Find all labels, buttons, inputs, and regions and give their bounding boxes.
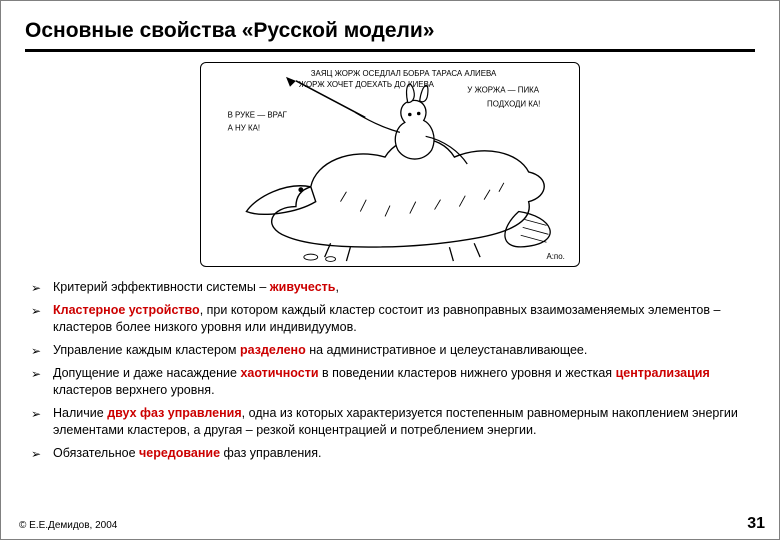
text-run: в поведении кластеров нижнего уровня и ж… — [319, 366, 616, 380]
caption-2: ЖОРЖ ХОЧЕТ ДОЕХАТЬ ДО КИЕВА — [299, 80, 435, 89]
keyword: хаотичности — [240, 366, 318, 380]
bullet-marker-icon: ➢ — [31, 342, 53, 359]
title-rule — [25, 49, 755, 52]
bullet-marker-icon: ➢ — [31, 405, 53, 422]
illustration-container: A:по. ЗАЯЦ ЖОРЖ ОСЕДЛАЛ БОБРА ТАРАСА АЛИ… — [25, 62, 755, 267]
text-run: Наличие — [53, 406, 107, 420]
keyword: централизация — [616, 366, 710, 380]
caption-5: У ЖОРЖА — ПИКА — [467, 86, 540, 95]
text-run: , — [335, 280, 338, 294]
bullet-marker-icon: ➢ — [31, 445, 53, 462]
caption-1: ЗАЯЦ ЖОРЖ ОСЕДЛАЛ БОБРА ТАРАСА АЛИЕВА — [311, 69, 497, 78]
caption-6: ПОДХОДИ КА! — [487, 100, 540, 109]
bullet-item: ➢Критерий эффективности системы – живуче… — [31, 279, 749, 296]
copyright: © Е.Е.Демидов, 2004 — [19, 520, 117, 531]
bullet-marker-icon: ➢ — [31, 365, 53, 382]
slide: Основные свойства «Русской модели» — [0, 0, 780, 540]
text-run: Управление каждым кластером — [53, 343, 240, 357]
bullet-text: Кластерное устройство, при котором кажды… — [53, 302, 749, 336]
cartoon-illustration: A:по. ЗАЯЦ ЖОРЖ ОСЕДЛАЛ БОБРА ТАРАСА АЛИ… — [200, 62, 580, 267]
keyword: чередование — [139, 446, 220, 460]
bullet-item: ➢Наличие двух фаз управления, одна из ко… — [31, 405, 749, 439]
bullet-item: ➢Допущение и даже насаждение хаотичности… — [31, 365, 749, 399]
page-number: 31 — [747, 515, 765, 533]
keyword: живучесть — [270, 280, 336, 294]
bullet-item: ➢Управление каждым кластером разделено н… — [31, 342, 749, 359]
text-run: Допущение и даже насаждение — [53, 366, 240, 380]
bullet-text: Обязательное чередование фаз управления. — [53, 445, 749, 462]
keyword: Кластерное устройство — [53, 303, 200, 317]
bullet-list: ➢Критерий эффективности системы – живуче… — [25, 279, 755, 462]
text-run: кластеров верхнего уровня. — [53, 383, 215, 397]
bullet-marker-icon: ➢ — [31, 302, 53, 319]
svg-text:A:по.: A:по. — [546, 252, 564, 261]
bullet-item: ➢Кластерное устройство, при котором кажд… — [31, 302, 749, 336]
keyword: разделено — [240, 343, 306, 357]
keyword: двух фаз управления — [107, 406, 241, 420]
bullet-text: Допущение и даже насаждение хаотичности … — [53, 365, 749, 399]
caption-4: А НУ КА! — [228, 123, 260, 132]
bullet-item: ➢Обязательное чередование фаз управления… — [31, 445, 749, 462]
bullet-text: Управление каждым кластером разделено на… — [53, 342, 749, 359]
bullet-text: Критерий эффективности системы – живучес… — [53, 279, 749, 296]
bullet-marker-icon: ➢ — [31, 279, 53, 296]
caption-3: В РУКЕ — ВРАГ — [228, 110, 288, 119]
text-run: фаз управления. — [220, 446, 321, 460]
text-run: Обязательное — [53, 446, 139, 460]
text-run: на административное и целеустанавливающе… — [306, 343, 588, 357]
slide-title: Основные свойства «Русской модели» — [25, 19, 755, 43]
text-run: Критерий эффективности системы – — [53, 280, 270, 294]
bullet-text: Наличие двух фаз управления, одна из кот… — [53, 405, 749, 439]
cartoon-svg: A:по. ЗАЯЦ ЖОРЖ ОСЕДЛАЛ БОБРА ТАРАСА АЛИ… — [201, 63, 579, 266]
